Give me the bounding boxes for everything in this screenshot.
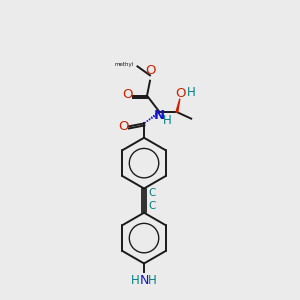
Text: H: H <box>131 274 140 287</box>
Text: O: O <box>176 87 186 100</box>
Text: O: O <box>145 64 155 77</box>
Text: methyl: methyl <box>115 61 134 67</box>
Polygon shape <box>176 99 180 112</box>
Text: N: N <box>139 274 149 287</box>
Text: H: H <box>186 85 195 99</box>
Text: O: O <box>118 120 129 133</box>
Text: N: N <box>154 109 165 122</box>
Text: C: C <box>148 188 155 198</box>
Text: C: C <box>148 201 155 211</box>
Text: H: H <box>163 114 171 127</box>
Text: H: H <box>148 274 157 287</box>
Text: O: O <box>122 88 133 101</box>
